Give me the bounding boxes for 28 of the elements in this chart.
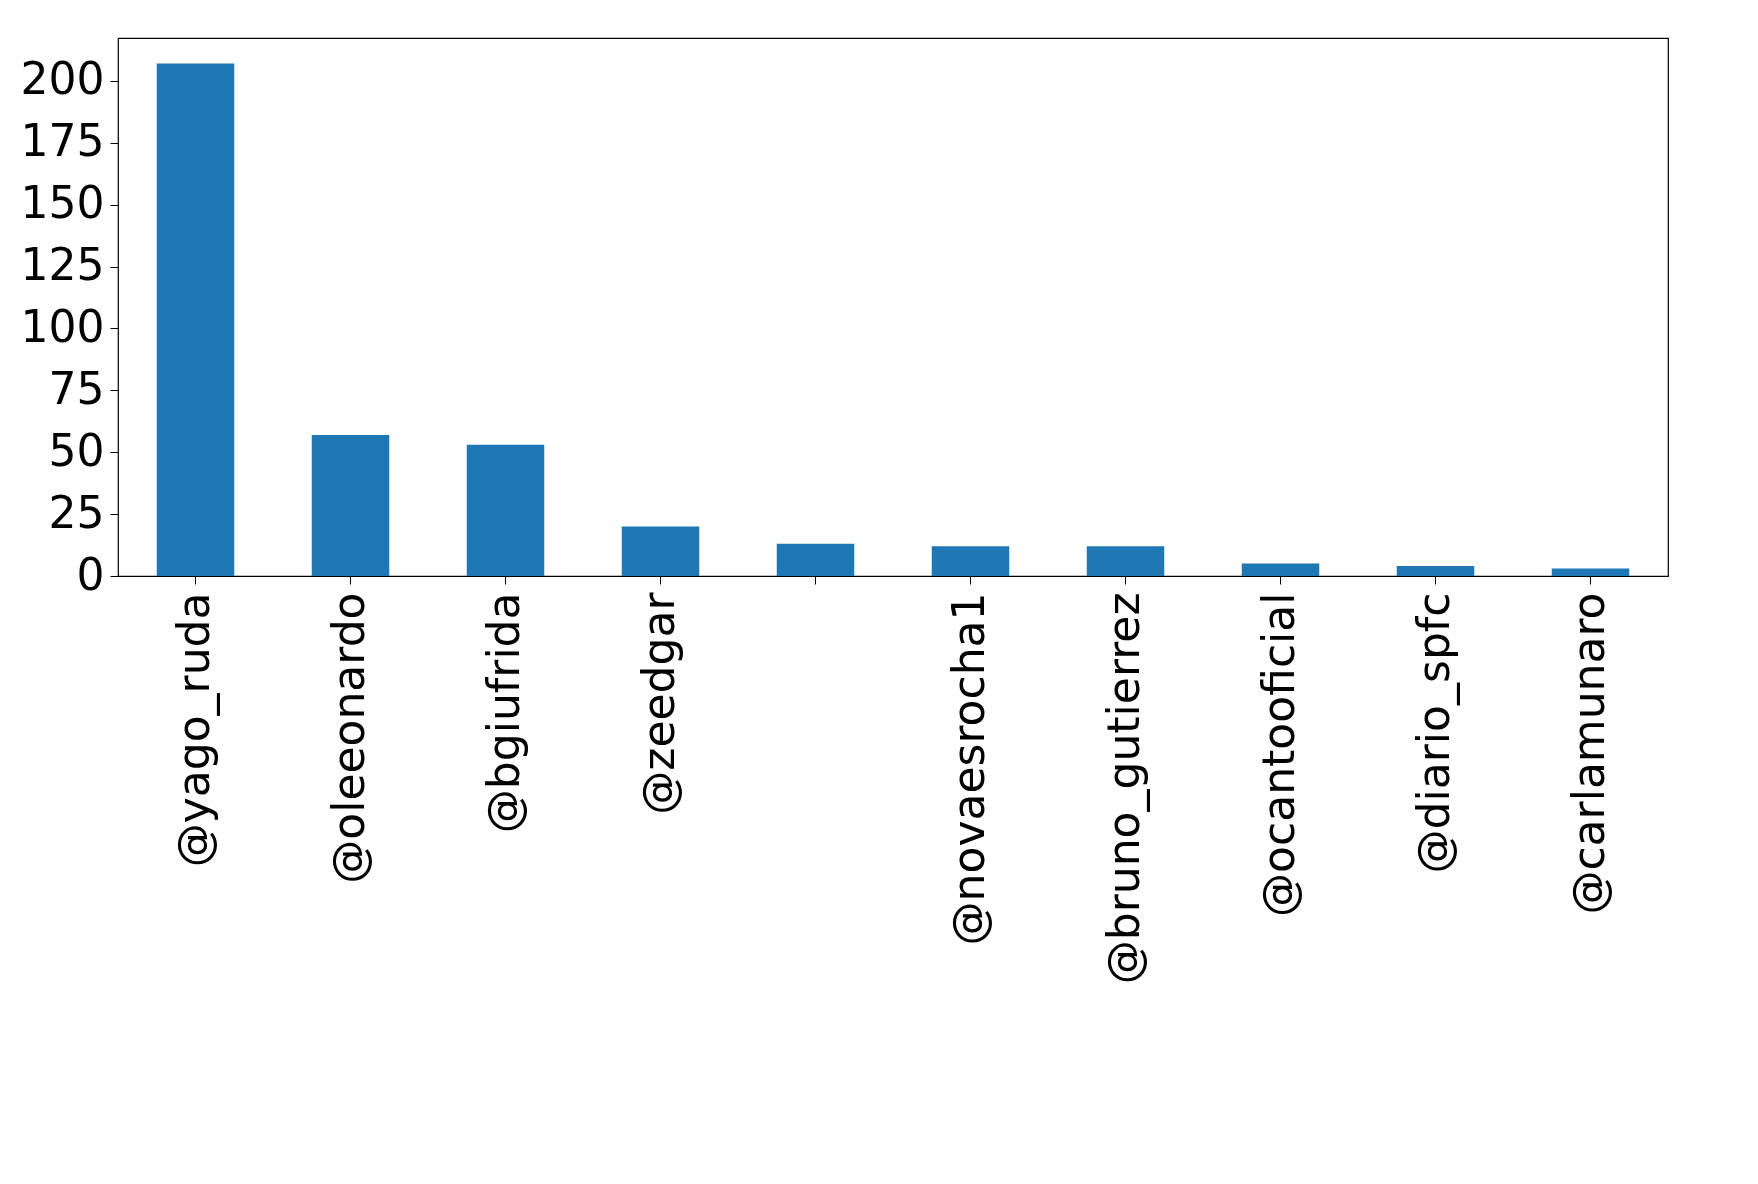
bar [1241,563,1320,576]
bar [931,546,1010,576]
y-tick-label: 75 [48,362,105,414]
bar [156,63,235,576]
y-tick-label: 100 [20,300,105,352]
y-tick-label: 150 [20,177,105,229]
x-tick-label: @diario_spfc [1407,592,1460,874]
bar [466,444,545,576]
x-tick-label: @zeedgar [632,591,684,815]
x-tick-label: @yago_ruda [167,592,220,868]
x-tick-label: @novaesrocha1 [942,592,994,946]
y-tick-label: 25 [48,486,105,538]
bar [1396,566,1475,576]
x-tick-label: @ocantooficial [1252,592,1304,917]
bar [1086,546,1165,576]
y-tick-label: 200 [20,53,105,105]
bar [311,434,390,576]
y-tick-label: 125 [20,239,105,291]
y-tick-label: 175 [20,115,105,167]
y-tick-label: 50 [48,424,105,476]
x-tick-label: @bruno_gutierrez [1097,592,1150,985]
bar [776,543,855,576]
bar [1551,568,1630,576]
x-tick-label: @carlamunaro [1562,592,1614,915]
x-tick-label: @bgiufrida [477,592,529,834]
bar [621,526,700,576]
y-tick-label: 0 [76,548,105,600]
x-tick-label: @oleeonardo [322,592,374,884]
